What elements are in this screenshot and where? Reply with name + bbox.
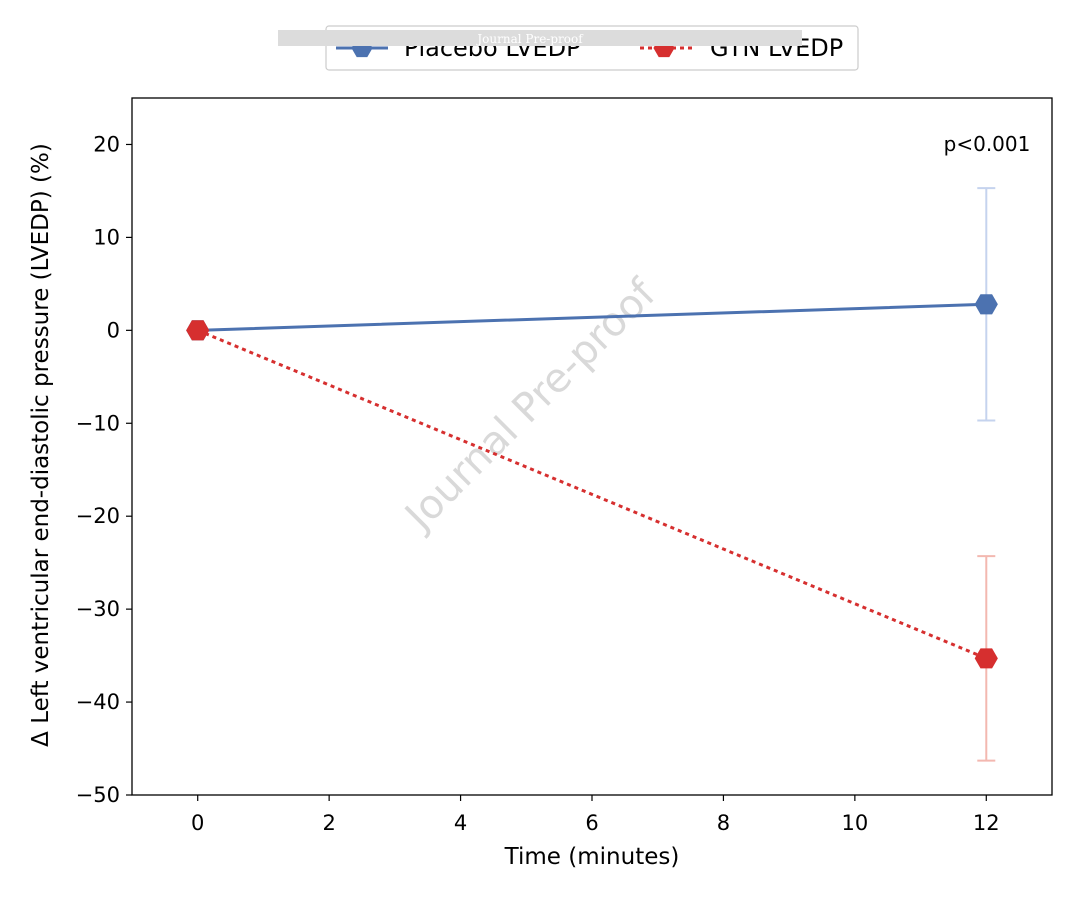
- x-axis-title: Time (minutes): [504, 844, 680, 870]
- data-point-marker: [186, 320, 210, 341]
- y-tick-label: −40: [76, 690, 120, 714]
- x-tick-label: 4: [454, 811, 467, 835]
- journal-banner-bar: [278, 30, 802, 46]
- y-tick-label: −20: [76, 504, 120, 528]
- data-point-marker: [974, 294, 998, 315]
- series-line: [197, 328, 987, 660]
- legend: Placebo LVEDP GTN LVEDP Journal Pre-proof: [278, 25, 859, 71]
- y-axis-title: Δ Left ventricular end-diastolic pressur…: [28, 143, 54, 747]
- data-point-marker: [974, 648, 998, 669]
- x-tick-label: 8: [717, 811, 730, 835]
- x-tick-label: 2: [322, 811, 335, 835]
- p-value-annotation: p<0.001: [944, 132, 1031, 156]
- y-tick-label: −50: [76, 783, 120, 807]
- y-tick-label: −30: [76, 597, 120, 621]
- plot-area-frame: [131, 97, 1053, 796]
- y-tick-label: 0: [107, 318, 120, 342]
- journal-banner-text: Journal Pre-proof: [475, 32, 584, 46]
- x-tick-label: 10: [841, 811, 868, 835]
- x-tick-label: 0: [191, 811, 204, 835]
- series-line: [196, 302, 988, 332]
- y-tick-label: 20: [93, 132, 120, 156]
- y-tick-label: 10: [93, 225, 120, 249]
- x-tick-label: 12: [973, 811, 1000, 835]
- y-tick-label: −10: [76, 411, 120, 435]
- journal-watermark: Journal Pre-proof: [395, 270, 666, 541]
- x-tick-label: 6: [585, 811, 598, 835]
